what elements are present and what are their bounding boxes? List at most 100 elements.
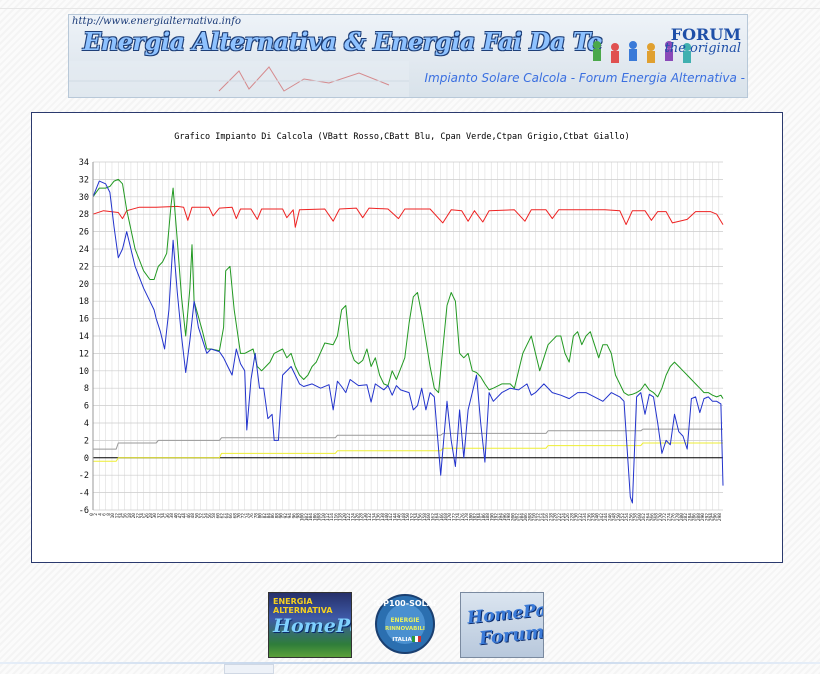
y-tick-label: 20 — [79, 280, 89, 290]
x-tick-label: 112 — [325, 513, 331, 521]
banner-people-icon — [593, 41, 691, 63]
y-tick-label: 0 — [84, 454, 89, 464]
x-tick-label: 238 — [590, 513, 596, 521]
footer-tab — [224, 664, 274, 674]
svg-text:TOP100-SOLAR: TOP100-SOLAR — [374, 599, 436, 608]
x-tick-label: 24 — [140, 513, 146, 519]
forum-tagline: the original — [664, 41, 741, 56]
x-tick-label: 258 — [633, 513, 639, 521]
x-tick-label: 12 — [114, 513, 120, 519]
y-tick-label: 14 — [79, 332, 89, 342]
x-tick-label: 138 — [380, 513, 386, 521]
x-tick-label: 126 — [354, 513, 360, 521]
x-tick-label: 30 — [152, 513, 158, 519]
y-tick-label: 2 — [84, 436, 89, 446]
x-tick-label: 6 — [102, 513, 108, 516]
x-tick-label: 182 — [472, 513, 478, 521]
y-tick-label: -4 — [79, 489, 89, 499]
x-tick-label: 90 — [279, 513, 285, 519]
x-tick-label: 124 — [350, 513, 356, 521]
x-tick-label: 62 — [220, 513, 226, 519]
x-tick-label: 212 — [536, 513, 542, 521]
x-tick-label: 142 — [388, 513, 394, 521]
homepage-forum-badge[interactable]: HomePage Forum — [460, 592, 544, 658]
x-tick-label: 46 — [186, 513, 192, 519]
x-tick-label: 160 — [426, 513, 432, 521]
x-tick-label: 248 — [612, 513, 618, 521]
x-tick-label: 76 — [249, 513, 255, 519]
x-tick-label: 228 — [569, 513, 575, 521]
x-tick-label: 210 — [531, 513, 537, 521]
x-tick-label: 2 — [93, 513, 99, 516]
x-tick-label: 84 — [266, 513, 272, 519]
x-tick-label: 268 — [654, 513, 660, 521]
x-tick-label: 272 — [662, 513, 668, 521]
x-tick-label: 150 — [405, 513, 411, 521]
top100-solar-badge[interactable]: TOP100-SOLAR ENERGIE RINNOVABILI ITALIA — [374, 590, 436, 658]
x-tick-label: 28 — [148, 513, 154, 519]
x-tick-label: 288 — [696, 513, 702, 521]
x-tick-label: 276 — [671, 513, 677, 521]
x-tick-label: 286 — [692, 513, 698, 521]
x-tick-label: 244 — [603, 513, 609, 521]
x-tick-label: 200 — [510, 513, 516, 521]
x-tick-label: 274 — [666, 513, 672, 521]
x-tick-label: 190 — [489, 513, 495, 521]
x-tick-label: 94 — [287, 513, 293, 519]
top-divider — [0, 8, 820, 9]
x-tick-label: 214 — [540, 513, 546, 521]
y-tick-label: 24 — [79, 245, 89, 255]
banner-title: Energia Alternativa & Energia Fai Da Te — [83, 27, 603, 56]
x-tick-label: 8 — [106, 513, 112, 516]
x-tick-label: 256 — [628, 513, 634, 521]
x-tick-label: 232 — [578, 513, 584, 521]
x-tick-label: 218 — [548, 513, 554, 521]
badge-energia-text: ENERGIA ALTERNATIVA — [273, 597, 333, 615]
x-tick-label: 186 — [481, 513, 487, 521]
x-tick-label: 292 — [704, 513, 710, 521]
x-tick-label: 220 — [553, 513, 559, 521]
x-tick-label: 22 — [135, 513, 141, 519]
y-tick-label: -6 — [79, 506, 89, 516]
x-tick-label: 68 — [232, 513, 238, 519]
x-tick-label: 156 — [418, 513, 424, 521]
y-tick-label: 26 — [79, 228, 89, 238]
x-tick-label: 92 — [283, 513, 289, 519]
series-line-ctbat — [93, 442, 723, 462]
x-tick-label: 104 — [308, 513, 314, 521]
x-tick-label: 4 — [97, 513, 103, 516]
x-tick-label: 36 — [165, 513, 171, 519]
x-tick-label: 144 — [392, 513, 398, 521]
x-tick-label: 170 — [447, 513, 453, 521]
x-tick-label: 72 — [241, 513, 247, 519]
x-tick-label: 196 — [502, 513, 508, 521]
x-tick-label: 174 — [456, 513, 462, 521]
x-tick-label: 236 — [586, 513, 592, 521]
y-tick-label: 34 — [79, 158, 89, 168]
y-tick-label: 12 — [79, 349, 89, 359]
chart-grid — [92, 161, 723, 511]
x-tick-label: 298 — [717, 513, 723, 521]
badge-homepage-text: HomePage — [273, 615, 351, 637]
x-tick-label: 102 — [304, 513, 310, 521]
x-tick-label: 60 — [215, 513, 221, 519]
x-tick-label: 192 — [494, 513, 500, 521]
site-banner[interactable]: http://www.energialternativa.info Energi… — [68, 14, 748, 98]
svg-text:ENERGIE: ENERGIE — [390, 617, 419, 624]
x-tick-label: 188 — [485, 513, 491, 521]
x-tick-label: 82 — [262, 513, 268, 519]
x-tick-label: 166 — [439, 513, 445, 521]
x-tick-label: 296 — [713, 513, 719, 521]
x-tick-label: 108 — [317, 513, 323, 521]
x-tick-label: 250 — [616, 513, 622, 521]
y-tick-label: 6 — [84, 402, 89, 412]
x-tick-label: 128 — [359, 513, 365, 521]
x-tick-label: 54 — [203, 513, 209, 519]
x-tick-label: 32 — [156, 513, 162, 519]
x-tick-label: 116 — [333, 513, 339, 521]
x-tick-label: 78 — [253, 513, 259, 519]
x-tick-label: 202 — [515, 513, 521, 521]
